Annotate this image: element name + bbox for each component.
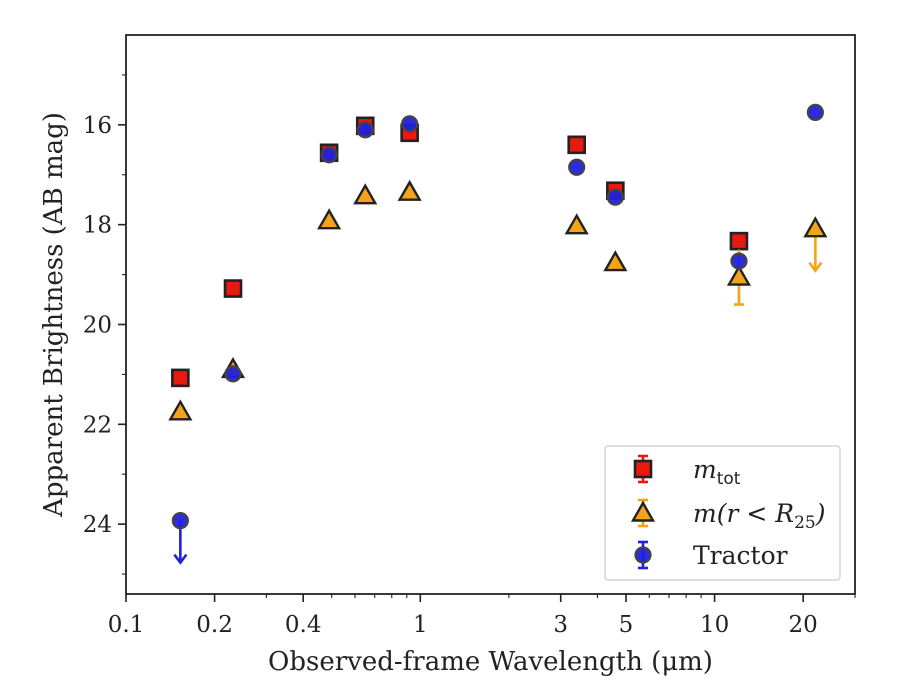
data-point-circle <box>730 252 748 270</box>
x-tick-label: 5 <box>619 612 634 638</box>
data-point-square <box>223 279 243 298</box>
points-layer <box>168 103 828 565</box>
data-point-circle <box>806 103 824 121</box>
data-point-triangle <box>726 264 752 286</box>
x-tick-label: 0.2 <box>196 612 233 638</box>
plot-frame <box>125 34 856 595</box>
upper-limit-arrowhead <box>173 553 188 565</box>
legend-marker-circle <box>634 546 652 564</box>
legend-markers <box>630 454 656 570</box>
x-tick-label: 0.4 <box>285 612 322 638</box>
legend: mtot m(r < R25) Tractor <box>604 445 841 581</box>
data-point-triangle <box>397 179 422 201</box>
data-point-triangle <box>353 183 378 205</box>
data-point-square <box>567 135 587 155</box>
y-tick-label: 18 <box>83 213 112 239</box>
data-point-triangle <box>168 399 193 421</box>
legend-entry-m-tot: mtot <box>693 455 741 489</box>
x-tick-label: 3 <box>553 612 568 638</box>
y-tick-label: 20 <box>83 312 112 338</box>
y-tick-label: 22 <box>83 412 112 438</box>
ticks-layer: 0.1 0.2 0.4 1 3 5 10 20 16 18 20 22 24 <box>83 74 856 638</box>
upper-limit-arrowhead <box>808 261 823 273</box>
data-point-circle <box>171 512 189 530</box>
legend-label-end: ) <box>815 499 826 528</box>
data-point-circle <box>224 365 242 383</box>
x-tick-label: 0.1 <box>108 612 145 638</box>
x-tick-label: 20 <box>789 612 818 638</box>
legend-label-main: m(r < R <box>693 499 794 528</box>
data-point-triangle <box>317 208 342 230</box>
legend-marker-triangle <box>630 500 656 522</box>
data-point-triangle <box>603 250 628 272</box>
legend-label-main: m <box>693 455 717 484</box>
data-point-circle <box>606 188 624 206</box>
data-point-triangle <box>803 216 828 238</box>
legend-label-sub: tot <box>717 469 741 489</box>
data-point-circle <box>568 158 586 176</box>
x-tick-label: 1 <box>413 612 428 638</box>
y-tick-label: 24 <box>83 512 112 538</box>
legend-entry-m-r25: m(r < R25) <box>693 499 825 533</box>
legend-box <box>604 445 841 581</box>
data-point-circle <box>320 146 338 164</box>
legend-marker-square <box>633 459 653 479</box>
data-point-square <box>729 231 749 251</box>
data-point-square <box>171 368 190 388</box>
x-axis-label: Observed-frame Wavelength (μm) <box>268 647 713 677</box>
legend-label-main: Tractor <box>693 541 788 570</box>
data-point-circle <box>401 115 419 133</box>
legend-entry-tractor: Tractor <box>693 541 788 570</box>
data-point-circle <box>356 121 374 139</box>
y-tick-label: 16 <box>83 113 112 139</box>
x-tick-label: 10 <box>700 612 729 638</box>
legend-label-sub: 25 <box>794 513 816 533</box>
data-point-triangle <box>564 213 589 235</box>
y-axis-label: Apparent Brightness (AB mag) <box>39 112 69 518</box>
